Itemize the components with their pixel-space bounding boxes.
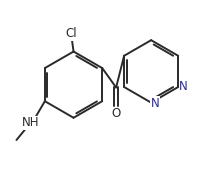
- Text: NH: NH: [22, 117, 39, 129]
- Text: N: N: [179, 80, 188, 93]
- Text: O: O: [111, 108, 121, 120]
- Text: N: N: [151, 97, 160, 109]
- Text: Cl: Cl: [66, 27, 78, 40]
